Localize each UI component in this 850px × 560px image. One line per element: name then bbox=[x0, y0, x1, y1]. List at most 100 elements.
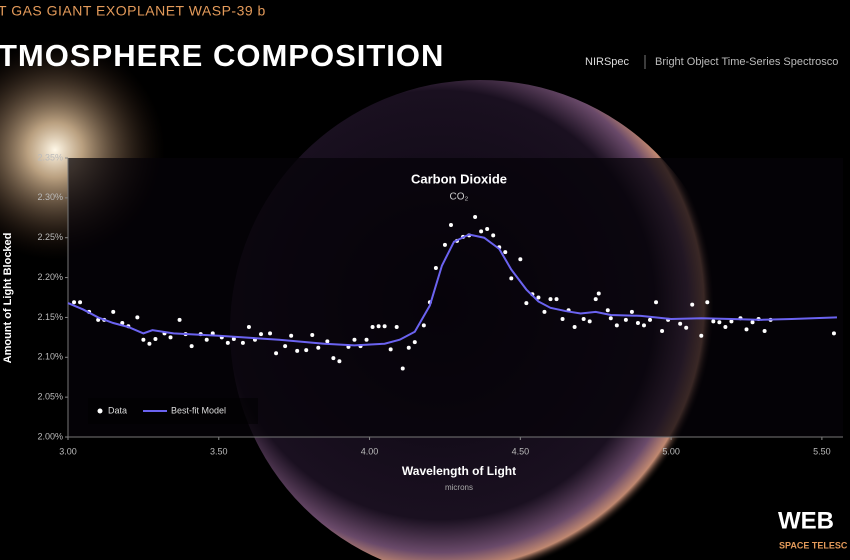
x-tick-label: 4.50 bbox=[512, 446, 530, 456]
x-axis-label: Wavelength of Light bbox=[402, 464, 516, 478]
model-line bbox=[67, 233, 838, 347]
data-point bbox=[572, 324, 577, 329]
data-point bbox=[750, 320, 755, 325]
data-point bbox=[370, 324, 375, 329]
data-point bbox=[352, 337, 357, 342]
y-tick-label: 2.10% bbox=[37, 352, 63, 362]
data-point bbox=[394, 324, 399, 329]
data-point bbox=[442, 242, 447, 247]
data-point bbox=[518, 257, 523, 262]
data-point bbox=[723, 324, 728, 329]
y-tick-label: 2.25% bbox=[37, 232, 63, 242]
data-point bbox=[78, 300, 83, 305]
data-point bbox=[421, 323, 426, 328]
data-point bbox=[744, 327, 749, 332]
data-point bbox=[268, 331, 273, 336]
data-point bbox=[503, 250, 508, 255]
x-tick-label: 3.50 bbox=[210, 446, 228, 456]
legend-marker bbox=[97, 408, 103, 414]
data-point bbox=[231, 336, 236, 341]
y-axis-label: Amount of Light Blocked bbox=[2, 233, 14, 364]
data-point bbox=[560, 317, 565, 322]
x-axis-unit: microns bbox=[445, 483, 473, 492]
y-tick-label: 2.00% bbox=[37, 431, 63, 441]
data-point bbox=[684, 325, 689, 330]
data-point bbox=[587, 319, 592, 324]
legend-label: Best-fit Model bbox=[171, 405, 226, 415]
data-point bbox=[623, 317, 628, 322]
data-point bbox=[304, 348, 309, 353]
data-point bbox=[654, 300, 659, 305]
data-point bbox=[448, 222, 453, 227]
data-point bbox=[593, 297, 598, 302]
data-point bbox=[509, 276, 514, 281]
data-point bbox=[729, 319, 734, 324]
annotation-formula: CO₂ bbox=[450, 192, 469, 203]
data-point bbox=[274, 351, 279, 356]
instrument: NIRSpec bbox=[585, 56, 630, 68]
data-point bbox=[648, 317, 653, 322]
data-point bbox=[711, 319, 716, 324]
data-point bbox=[283, 344, 288, 349]
data-point bbox=[141, 337, 146, 342]
logo-subtitle: SPACE TELESC bbox=[779, 540, 848, 550]
data-point bbox=[72, 300, 77, 305]
data-point bbox=[331, 356, 336, 361]
data-point bbox=[210, 331, 215, 336]
data-point bbox=[605, 308, 610, 313]
plot-area bbox=[68, 158, 843, 437]
x-tick-label: 3.00 bbox=[59, 446, 77, 456]
annotation: Carbon Dioxide bbox=[411, 171, 507, 186]
data-point bbox=[258, 332, 263, 337]
data-point bbox=[614, 323, 619, 328]
data-point bbox=[678, 321, 683, 326]
data-point bbox=[376, 324, 381, 329]
data-point bbox=[479, 229, 484, 234]
logo: WEB bbox=[778, 507, 834, 534]
data-point bbox=[554, 297, 559, 302]
data-point bbox=[325, 339, 330, 344]
data-point bbox=[382, 324, 387, 329]
data-point bbox=[491, 233, 496, 238]
data-point bbox=[548, 297, 553, 302]
data-point bbox=[120, 321, 125, 326]
y-tick-label: 2.15% bbox=[37, 312, 63, 322]
data-point bbox=[581, 317, 586, 322]
data-point bbox=[596, 291, 601, 296]
data-point bbox=[406, 345, 411, 350]
data-point bbox=[433, 266, 438, 271]
data-point bbox=[135, 315, 140, 320]
data-point bbox=[485, 226, 490, 231]
data-point bbox=[705, 300, 710, 305]
data-point bbox=[542, 309, 547, 314]
data-point bbox=[400, 366, 405, 371]
data-point bbox=[240, 340, 245, 345]
legend-label: Data bbox=[108, 405, 127, 415]
data-point bbox=[189, 344, 194, 349]
legend-box bbox=[88, 398, 258, 424]
data-point bbox=[246, 324, 251, 329]
data-point bbox=[412, 340, 417, 345]
x-tick-label: 4.00 bbox=[361, 446, 379, 456]
mode: Bright Object Time-Series Spectrosco bbox=[655, 56, 838, 68]
data-point bbox=[225, 340, 230, 345]
data-point bbox=[364, 337, 369, 342]
x-tick-label: 5.50 bbox=[813, 446, 831, 456]
data-point bbox=[289, 333, 294, 338]
data-point bbox=[699, 333, 704, 338]
data-point bbox=[690, 302, 695, 307]
data-point bbox=[177, 317, 182, 322]
data-point bbox=[147, 341, 152, 346]
data-point bbox=[204, 337, 209, 342]
data-point bbox=[608, 316, 613, 321]
data-point bbox=[536, 295, 541, 300]
data-point bbox=[717, 320, 722, 325]
y-tick-label: 2.35% bbox=[37, 152, 63, 162]
data-point bbox=[337, 359, 342, 364]
x-tick-label: 5.00 bbox=[662, 446, 680, 456]
title: TMOSPHERE COMPOSITION bbox=[0, 38, 444, 73]
data-point bbox=[762, 328, 767, 333]
data-point bbox=[310, 332, 315, 337]
data-point bbox=[316, 345, 321, 350]
